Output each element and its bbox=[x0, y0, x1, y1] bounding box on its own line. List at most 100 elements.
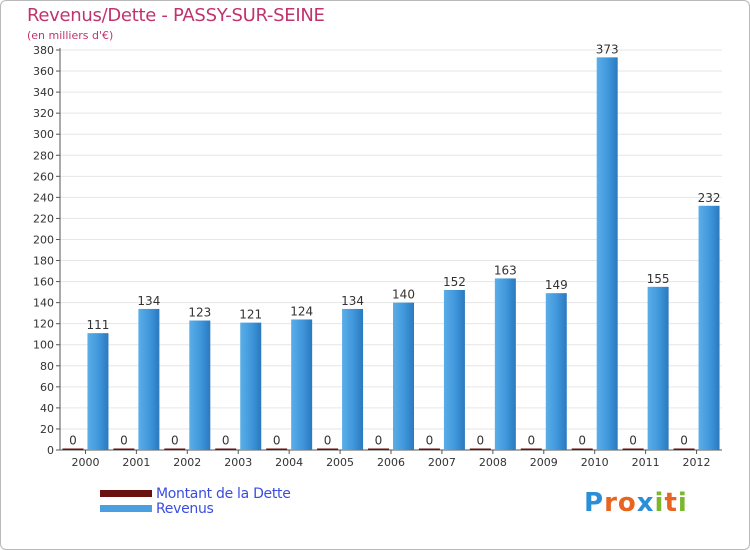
data-label-revenus-2010: 373 bbox=[596, 42, 619, 56]
data-label-dette-2001: 0 bbox=[120, 434, 128, 448]
bar-revenus-2002 bbox=[189, 320, 211, 450]
data-label-dette-2010: 0 bbox=[578, 434, 586, 448]
x-tick-label-2011: 2011 bbox=[632, 456, 660, 469]
bar-dette-2004 bbox=[266, 448, 288, 450]
bar-dette-2008 bbox=[469, 448, 491, 450]
data-label-revenus-2007: 152 bbox=[443, 275, 466, 289]
x-tick-label-2006: 2006 bbox=[377, 456, 405, 469]
bar-dette-2012 bbox=[673, 448, 695, 450]
y-tick-label-20: 20 bbox=[40, 423, 54, 436]
y-tick-label-320: 320 bbox=[33, 107, 54, 120]
data-label-revenus-2004: 124 bbox=[290, 304, 313, 318]
data-label-dette-2000: 0 bbox=[69, 434, 77, 448]
y-tick-label-40: 40 bbox=[40, 402, 54, 415]
bar-revenus-2009 bbox=[545, 293, 567, 450]
data-label-dette-2004: 0 bbox=[273, 434, 281, 448]
bar-dette-2009 bbox=[520, 448, 542, 450]
data-label-revenus-2002: 123 bbox=[188, 306, 211, 320]
x-tick-label-2004: 2004 bbox=[275, 456, 303, 469]
x-tick-label-2002: 2002 bbox=[173, 456, 201, 469]
legend-swatch-dette bbox=[100, 490, 152, 497]
data-label-revenus-2011: 155 bbox=[647, 272, 670, 286]
x-tick-label-2001: 2001 bbox=[122, 456, 150, 469]
x-tick-label-2007: 2007 bbox=[428, 456, 456, 469]
chart-subtitle: (en milliers d'€) bbox=[27, 29, 114, 42]
bar-dette-2002 bbox=[164, 448, 186, 450]
data-label-dette-2002: 0 bbox=[171, 434, 179, 448]
bar-dette-2007 bbox=[418, 448, 440, 450]
y-tick-label-240: 240 bbox=[33, 191, 54, 204]
bar-dette-2000 bbox=[62, 448, 84, 450]
x-tick-label-2010: 2010 bbox=[581, 456, 609, 469]
logo-letter: o bbox=[617, 488, 637, 518]
bar-dette-2010 bbox=[571, 448, 593, 450]
data-label-revenus-2006: 140 bbox=[392, 288, 415, 302]
y-tick-label-120: 120 bbox=[33, 318, 54, 331]
bar-revenus-2001 bbox=[138, 308, 160, 450]
y-tick-label-260: 260 bbox=[33, 170, 54, 183]
logo-letter: P bbox=[584, 488, 605, 518]
data-label-dette-2003: 0 bbox=[222, 434, 230, 448]
y-tick-label-80: 80 bbox=[40, 360, 54, 373]
data-label-revenus-2005: 134 bbox=[341, 294, 364, 308]
y-tick-label-220: 220 bbox=[33, 212, 54, 225]
y-tick-label-140: 140 bbox=[33, 297, 54, 310]
x-tick-label-2008: 2008 bbox=[479, 456, 507, 469]
data-label-dette-2006: 0 bbox=[375, 434, 383, 448]
data-label-revenus-2000: 111 bbox=[87, 318, 110, 332]
data-label-dette-2009: 0 bbox=[527, 434, 535, 448]
logo-letter: r bbox=[604, 488, 618, 518]
data-label-revenus-2001: 134 bbox=[137, 294, 160, 308]
bar-dette-2006 bbox=[368, 448, 389, 450]
x-tick-label-2003: 2003 bbox=[224, 456, 252, 469]
legend-item-revenus: Revenus bbox=[100, 500, 291, 517]
logo-letter: i bbox=[677, 488, 688, 518]
proxiti-logo: Proxiti bbox=[584, 488, 688, 518]
bar-dette-2003 bbox=[215, 448, 237, 450]
x-tick-label-2000: 2000 bbox=[71, 456, 99, 469]
y-tick-label-360: 360 bbox=[33, 65, 54, 78]
bar-dette-2011 bbox=[622, 448, 644, 450]
y-tick-label-280: 280 bbox=[33, 149, 54, 162]
chart-title: Revenus/Dette - PASSY-SUR-SEINE bbox=[27, 5, 325, 26]
legend-swatch-revenus bbox=[100, 505, 152, 512]
y-tick-label-340: 340 bbox=[33, 86, 54, 99]
y-tick-label-100: 100 bbox=[33, 339, 54, 352]
data-label-revenus-2009: 149 bbox=[545, 278, 568, 292]
y-tick-label-300: 300 bbox=[33, 128, 54, 141]
bar-revenus-2012 bbox=[698, 205, 720, 450]
data-label-dette-2005: 0 bbox=[324, 434, 332, 448]
logo-letter: x bbox=[636, 488, 655, 518]
data-label-dette-2008: 0 bbox=[477, 434, 485, 448]
y-tick-label-180: 180 bbox=[33, 255, 54, 268]
bar-revenus-2006 bbox=[393, 302, 414, 450]
bar-dette-2005 bbox=[317, 448, 339, 450]
bar-revenus-2011 bbox=[647, 286, 669, 450]
bar-revenus-2000 bbox=[87, 333, 109, 450]
bar-revenus-2007 bbox=[443, 290, 465, 450]
x-tick-label-2012: 2012 bbox=[683, 456, 711, 469]
bar-revenus-2004 bbox=[291, 319, 313, 450]
y-tick-label-60: 60 bbox=[40, 381, 54, 394]
y-tick-label-0: 0 bbox=[47, 444, 54, 457]
data-label-revenus-2012: 232 bbox=[698, 191, 721, 205]
data-label-dette-2011: 0 bbox=[629, 434, 637, 448]
x-tick-label-2009: 2009 bbox=[530, 456, 558, 469]
y-tick-label-200: 200 bbox=[33, 233, 54, 246]
legend-item-dette: Montant de la Dette bbox=[100, 485, 291, 502]
y-tick-label-380: 380 bbox=[33, 44, 54, 57]
x-tick-label-2005: 2005 bbox=[326, 456, 354, 469]
bar-revenus-2003 bbox=[240, 322, 262, 450]
data-label-revenus-2008: 163 bbox=[494, 263, 517, 277]
y-tick-label-160: 160 bbox=[33, 276, 54, 289]
bar-revenus-2008 bbox=[494, 278, 516, 450]
bar-revenus-2010 bbox=[596, 57, 618, 451]
data-label-dette-2007: 0 bbox=[426, 434, 434, 448]
legend: Montant de la Dette Revenus bbox=[100, 485, 291, 517]
bar-dette-2001 bbox=[113, 448, 135, 450]
data-label-dette-2012: 0 bbox=[680, 434, 688, 448]
legend-label-dette: Montant de la Dette bbox=[156, 485, 291, 502]
bar-revenus-2005 bbox=[342, 308, 364, 450]
legend-label-revenus: Revenus bbox=[156, 500, 214, 517]
